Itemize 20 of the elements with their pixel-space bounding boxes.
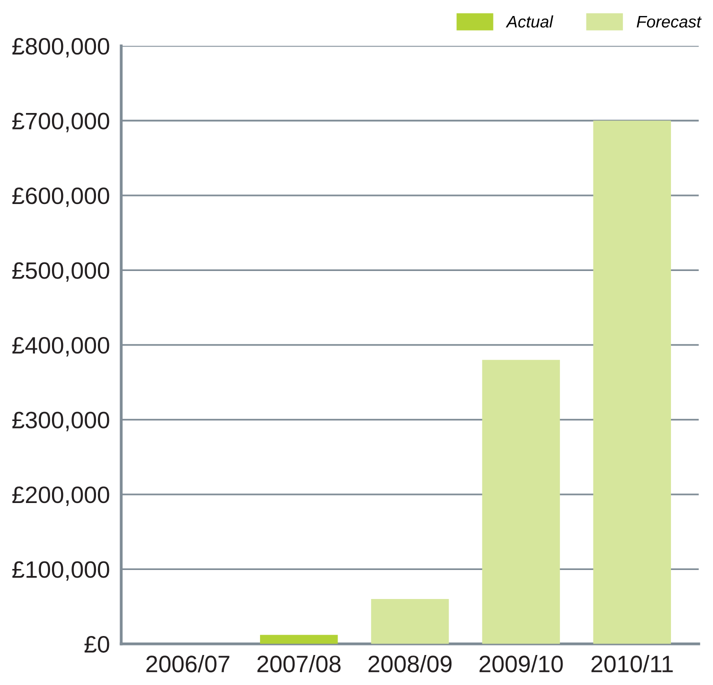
y-tick-label: £400,000	[12, 336, 110, 356]
bar	[371, 599, 449, 644]
y-tick-label: £300,000	[12, 412, 110, 432]
y-tick-label: £500,000	[12, 262, 110, 282]
legend-label: Forecast	[636, 16, 702, 28]
y-tick-label: £0	[84, 636, 110, 653]
x-tick-label: 2010/11	[591, 655, 673, 672]
y-tick-label: £100,000	[12, 561, 110, 581]
y-tick-label: £200,000	[12, 486, 110, 506]
bar	[260, 634, 338, 644]
bar	[482, 360, 560, 644]
x-tick-label: 2008/09	[368, 655, 452, 672]
x-tick-label: 2006/07	[146, 655, 230, 672]
bar	[593, 120, 671, 644]
legend-label: Actual	[506, 15, 554, 28]
x-tick-label: 2009/10	[480, 655, 563, 672]
y-tick-label: £700,000	[12, 112, 110, 132]
x-tick-label: 2007/08	[257, 655, 341, 672]
y-tick-label: £600,000	[12, 187, 110, 207]
y-tick-label: £800,000	[12, 38, 110, 58]
